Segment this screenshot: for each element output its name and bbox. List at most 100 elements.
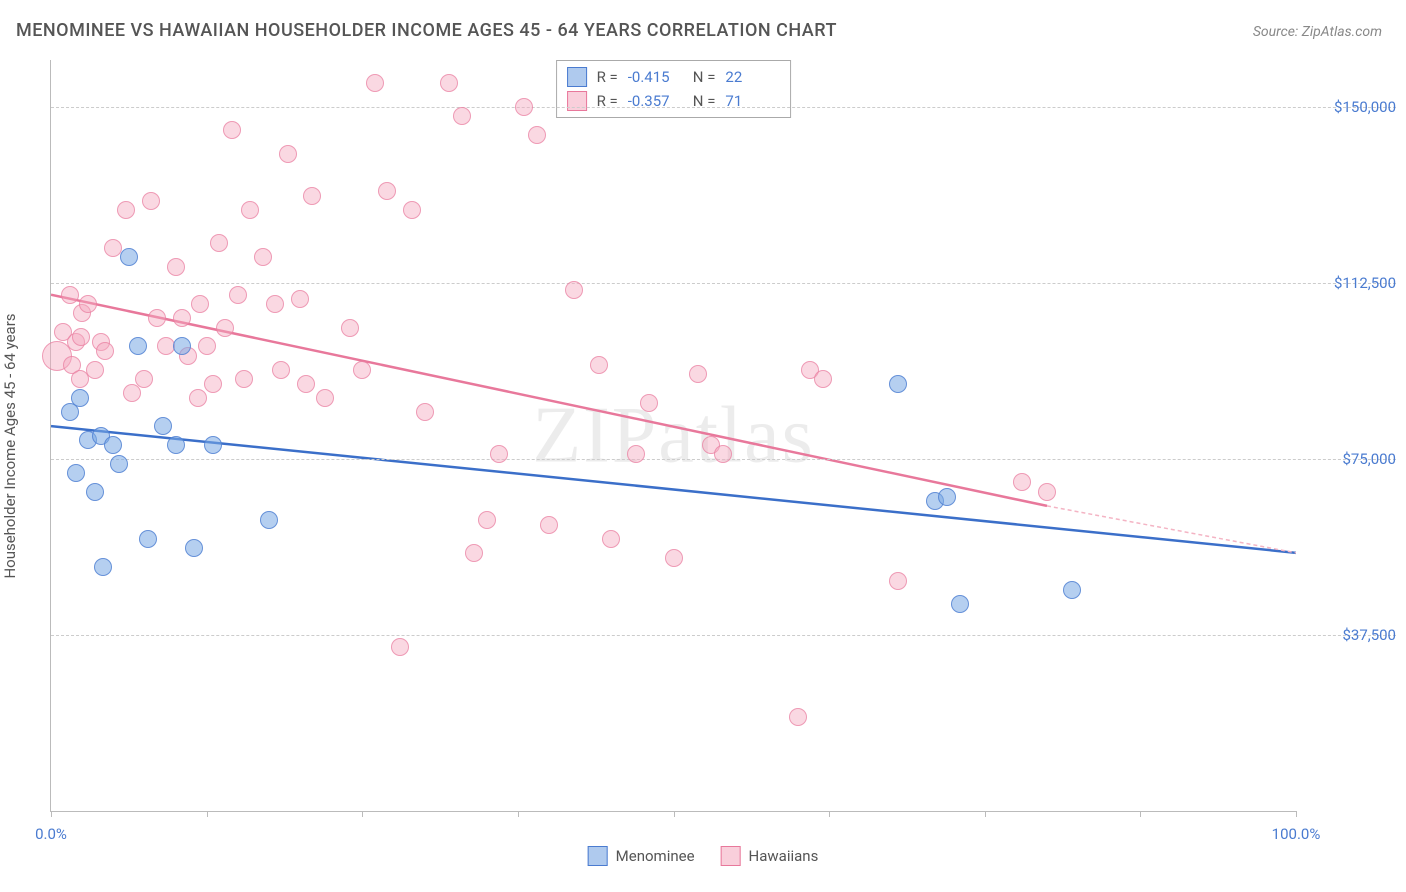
scatter-point-hawaiians (198, 337, 216, 355)
scatter-point-hawaiians (191, 295, 209, 313)
scatter-point-menominee (1063, 581, 1081, 599)
scatter-point-menominee (71, 389, 89, 407)
scatter-point-hawaiians (135, 370, 153, 388)
scatter-point-hawaiians (229, 286, 247, 304)
scatter-point-hawaiians (72, 328, 90, 346)
legend-label: Hawaiians (749, 847, 819, 865)
scatter-point-hawaiians (142, 192, 160, 210)
scatter-point-hawaiians (167, 258, 185, 276)
x-tick (1296, 811, 1297, 817)
scatter-point-hawaiians (689, 365, 707, 383)
scatter-point-menominee (94, 558, 112, 576)
scatter-point-hawaiians (416, 403, 434, 421)
scatter-point-menominee (139, 530, 157, 548)
stat-label: R = (597, 68, 618, 86)
source-label: Source: ZipAtlas.com (1253, 24, 1382, 40)
scatter-point-hawaiians (210, 234, 228, 252)
scatter-point-hawaiians (403, 201, 421, 219)
scatter-point-hawaiians (640, 394, 658, 412)
scatter-point-hawaiians (590, 356, 608, 374)
stats-row-hawaiians: R = -0.357 N = 71 (567, 89, 781, 113)
scatter-point-hawaiians (117, 201, 135, 219)
scatter-point-hawaiians (528, 126, 546, 144)
scatter-point-hawaiians (465, 544, 483, 562)
swatch-pink-icon (567, 91, 587, 111)
scatter-point-hawaiians (189, 389, 207, 407)
y-axis-label: Householder Income Ages 45 - 64 years (1, 313, 19, 578)
scatter-point-hawaiians (378, 182, 396, 200)
stat-r-menominee: -0.415 (628, 68, 683, 86)
x-tick (518, 811, 519, 817)
scatter-point-hawaiians (665, 549, 683, 567)
scatter-point-hawaiians (353, 361, 371, 379)
scatter-point-menominee (938, 488, 956, 506)
scatter-point-menominee (120, 248, 138, 266)
x-tick-label: 0.0% (35, 825, 67, 843)
x-tick (985, 811, 986, 817)
scatter-point-hawaiians (627, 445, 645, 463)
scatter-point-menominee (110, 455, 128, 473)
scatter-point-menominee (86, 483, 104, 501)
scatter-point-menominee (173, 337, 191, 355)
chart-container: MENOMINEE VS HAWAIIAN HOUSEHOLDER INCOME… (0, 0, 1406, 892)
scatter-point-hawaiians (814, 370, 832, 388)
stat-label: N = (693, 68, 716, 86)
x-tick (51, 811, 52, 817)
scatter-point-hawaiians (341, 319, 359, 337)
scatter-point-hawaiians (440, 74, 458, 92)
scatter-point-menominee (185, 539, 203, 557)
trend-lines (51, 60, 1296, 811)
scatter-point-hawaiians (104, 239, 122, 257)
scatter-point-hawaiians (254, 248, 272, 266)
scatter-point-hawaiians (204, 375, 222, 393)
scatter-point-hawaiians (391, 638, 409, 656)
x-tick (207, 811, 208, 817)
scatter-point-hawaiians (565, 281, 583, 299)
scatter-point-hawaiians (86, 361, 104, 379)
x-tick-label: 100.0% (1272, 825, 1321, 843)
scatter-point-hawaiians (303, 187, 321, 205)
scatter-point-hawaiians (789, 708, 807, 726)
y-tick-label: $37,500 (1306, 626, 1396, 644)
scatter-point-hawaiians (297, 375, 315, 393)
scatter-point-hawaiians (478, 511, 496, 529)
scatter-point-hawaiians (540, 516, 558, 534)
scatter-point-hawaiians (279, 145, 297, 163)
correlation-stats-box: R = -0.415 N = 22 R = -0.357 N = 71 (556, 60, 792, 118)
scatter-point-hawaiians (453, 107, 471, 125)
y-tick-label: $112,500 (1306, 274, 1396, 292)
plot-area: ZIPatlas R = -0.415 N = 22 R = -0.357 N … (50, 60, 1296, 812)
scatter-point-hawaiians (272, 361, 290, 379)
x-tick (829, 811, 830, 817)
scatter-point-hawaiians (490, 445, 508, 463)
scatter-point-hawaiians (223, 121, 241, 139)
scatter-point-hawaiians (216, 319, 234, 337)
scatter-point-menominee (951, 595, 969, 613)
scatter-point-menominee (260, 511, 278, 529)
scatter-point-hawaiians (61, 286, 79, 304)
bottom-legend: Menominee Hawaiians (588, 846, 819, 866)
gridline (51, 635, 1396, 636)
scatter-point-menominee (167, 436, 185, 454)
scatter-point-hawaiians (241, 201, 259, 219)
scatter-point-hawaiians (366, 74, 384, 92)
scatter-point-hawaiians (515, 98, 533, 116)
y-tick-label: $150,000 (1306, 98, 1396, 116)
scatter-point-menominee (154, 417, 172, 435)
y-tick-label: $75,000 (1306, 450, 1396, 468)
scatter-point-hawaiians (889, 572, 907, 590)
scatter-point-hawaiians (266, 295, 284, 313)
scatter-point-hawaiians (602, 530, 620, 548)
scatter-point-hawaiians (148, 309, 166, 327)
swatch-blue-icon (588, 846, 608, 866)
scatter-point-menominee (204, 436, 222, 454)
swatch-blue-icon (567, 67, 587, 87)
scatter-point-hawaiians (316, 389, 334, 407)
scatter-point-menominee (889, 375, 907, 393)
scatter-point-hawaiians (1038, 483, 1056, 501)
scatter-point-menominee (67, 464, 85, 482)
gridline (51, 107, 1396, 108)
legend-label: Menominee (616, 847, 695, 865)
legend-item-menominee: Menominee (588, 846, 695, 866)
scatter-point-hawaiians (79, 295, 97, 313)
